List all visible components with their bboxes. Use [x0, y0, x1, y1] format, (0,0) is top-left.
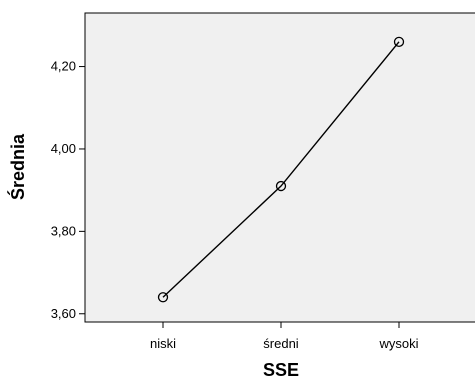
data-point-marker — [275, 180, 287, 192]
series-line — [162, 41, 400, 298]
x-axis: niski średni wysoki — [150, 322, 419, 351]
plot-area — [84, 12, 475, 323]
series-line-group — [157, 36, 405, 303]
y-axis-title: Średnia — [7, 133, 28, 200]
y-axis: 3,60 3,80 4,00 4,20 — [51, 59, 85, 321]
data-point-marker — [393, 36, 405, 47]
y-tick-label: 3,80 — [51, 223, 76, 238]
x-tick-label: wysoki — [378, 336, 418, 351]
x-tick-label: niski — [150, 336, 176, 351]
x-tick-label: średni — [263, 336, 299, 351]
data-point-marker — [157, 292, 169, 303]
y-tick-label: 3,60 — [51, 306, 76, 321]
y-tick-label: 4,20 — [51, 59, 76, 74]
x-axis-title: SSE — [263, 360, 299, 380]
y-tick-label: 4,00 — [51, 141, 76, 156]
